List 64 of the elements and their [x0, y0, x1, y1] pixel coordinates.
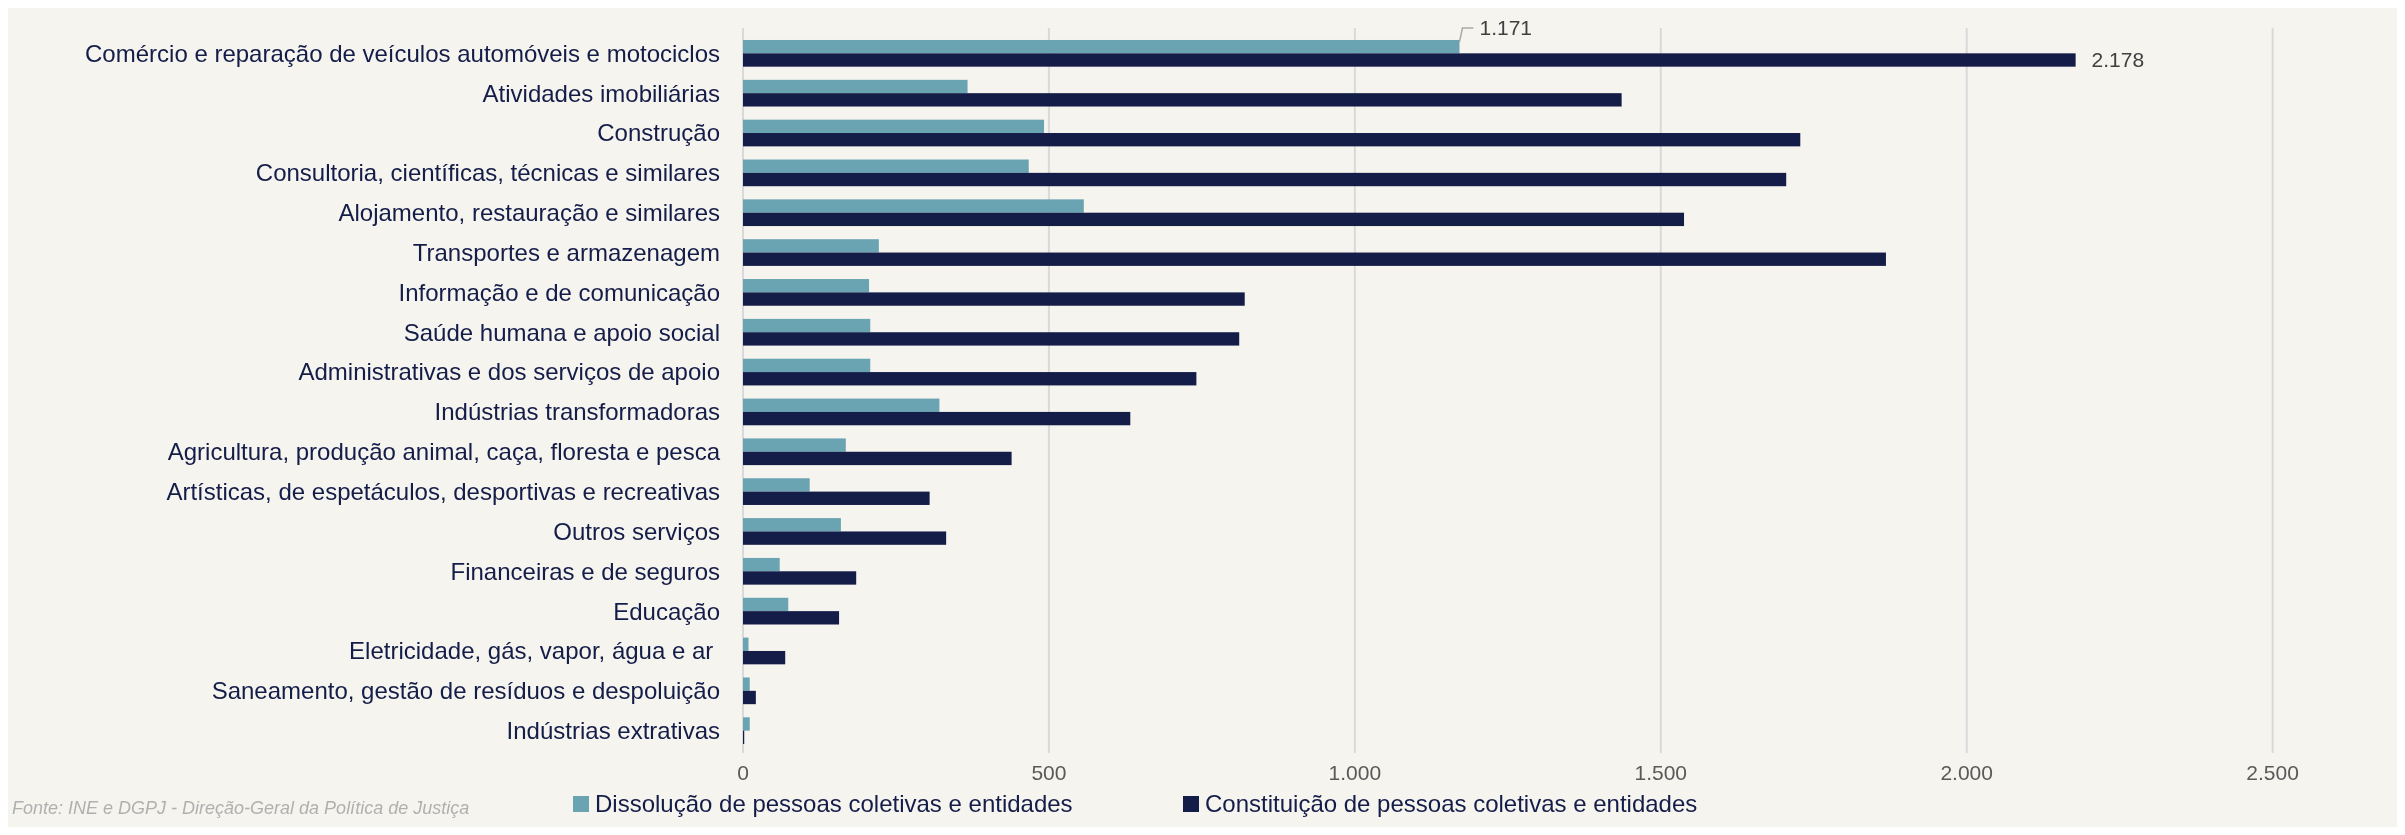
y-tick-label: Saneamento, gestão de resíduos e despoluição [211, 677, 720, 705]
y-tick-label: Administrativas e dos serviços de apoio [298, 358, 720, 386]
bar [743, 93, 1622, 107]
bar [743, 571, 857, 585]
y-tick-label: Informação e de comunicação [398, 278, 720, 306]
y-tick-label: Eletricidade, gás, vapor, água e ar [349, 637, 720, 665]
y-tick-label: Artísticas, de espetáculos, desportivas e recreativas [166, 478, 720, 506]
y-tick-label: Atividades imobiliárias [482, 79, 720, 107]
bar [743, 677, 750, 691]
bar [743, 650, 786, 665]
bar [743, 199, 1084, 213]
y-tick-label: Agricultura, produção animal, caça, floresta e pesca [167, 438, 721, 466]
x-tick-label: 500 [1031, 761, 1067, 785]
bar [743, 597, 789, 612]
bar [743, 358, 871, 373]
bar [743, 332, 1240, 346]
y-tick-label: Financeiras e de seguros [450, 557, 720, 585]
bar [743, 411, 1131, 426]
bar [743, 478, 810, 492]
x-tick-label: 2.000 [1940, 761, 1993, 785]
x-tick-label: 0 [737, 761, 749, 785]
bar [743, 172, 1787, 187]
y-tick-label: Indústrias transformadoras [434, 398, 720, 426]
bar [743, 53, 2076, 67]
bar [743, 79, 968, 94]
bar [743, 252, 1886, 266]
bar [743, 398, 940, 412]
bar [743, 279, 870, 293]
y-tick-label: Construção [597, 119, 720, 147]
bar [743, 239, 879, 253]
bar [743, 557, 780, 572]
data-label: 1.171 [1479, 16, 1533, 40]
y-tick-label: Consultoria, científicas, técnicas e similares [255, 159, 720, 187]
y-tick-label: Outros serviços [553, 517, 720, 545]
bar [743, 518, 841, 532]
bar [743, 690, 756, 705]
bar [743, 531, 947, 545]
bar [743, 717, 750, 731]
bar [743, 39, 1460, 54]
bar [743, 611, 840, 625]
bar [743, 159, 1029, 173]
y-tick-label: Indústrias extrativas [506, 717, 720, 745]
legend-label: Constituição de pessoas coletivas e entidades [1205, 790, 1698, 818]
bar [743, 318, 871, 333]
y-tick-label: Comércio e reparação de veículos automóveis e motociclos [85, 39, 720, 67]
bar [743, 133, 1801, 147]
bar [743, 491, 930, 505]
y-tick-label: Educação [613, 597, 720, 625]
legend-label: Dissolução de pessoas coletivas e entidades [595, 790, 1073, 818]
y-tick-label: Transportes e armazenagem [412, 238, 720, 266]
x-tick-label: 2.500 [2246, 761, 2299, 785]
y-tick-label: Saúde humana e apoio social [403, 318, 720, 346]
bar [743, 119, 1045, 134]
bar [743, 451, 1012, 466]
x-tick-label: 1.000 [1328, 761, 1382, 785]
x-tick-label: 1.500 [1634, 761, 1688, 785]
data-label: 2.178 [2091, 48, 2145, 72]
bar [743, 292, 1245, 306]
y-tick-label: Alojamento, restauração e similares [338, 199, 720, 227]
bar [743, 438, 846, 452]
bar [743, 372, 1197, 386]
bar [743, 637, 749, 651]
source-note: Fonte: INE e DGPJ - Direção-Geral da Política de Justiça [12, 798, 470, 819]
bar [743, 212, 1685, 227]
